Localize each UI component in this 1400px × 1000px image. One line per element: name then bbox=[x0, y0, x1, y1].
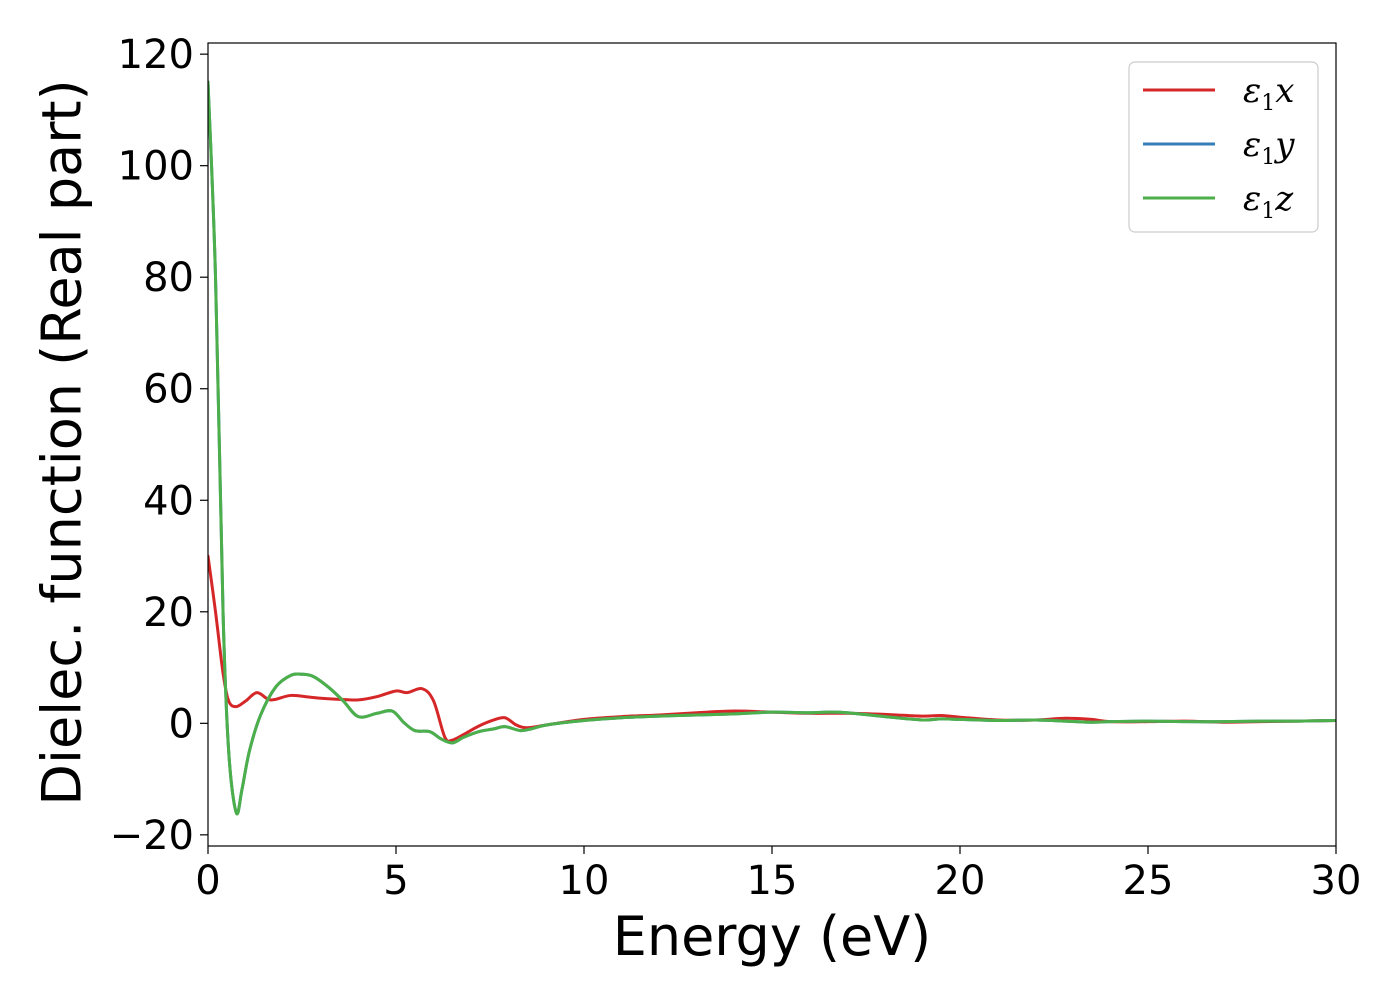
series-line-z bbox=[208, 80, 1336, 816]
y-tick-label: 0 bbox=[169, 701, 194, 747]
x-tick-label: 25 bbox=[1123, 858, 1174, 904]
y-axis-ticks: −20 0 20 40 60 80 100 120 bbox=[110, 32, 208, 859]
series-line-x bbox=[208, 554, 1336, 743]
x-tick-label: 30 bbox=[1311, 858, 1362, 904]
x-tick-label: 0 bbox=[195, 858, 220, 904]
x-axis-ticks: 0 5 10 15 20 25 30 bbox=[195, 846, 1361, 904]
y-tick-label: 20 bbox=[143, 590, 194, 636]
legend-box bbox=[1128, 61, 1319, 233]
series-layer bbox=[208, 80, 1336, 816]
y-tick-label: 120 bbox=[118, 32, 194, 78]
x-tick-label: 5 bbox=[383, 858, 408, 904]
y-tick-label: 80 bbox=[143, 255, 194, 301]
x-axis-label: Energy (eV) bbox=[613, 905, 932, 968]
x-tick-label: 20 bbox=[935, 858, 986, 904]
y-tick-label: 100 bbox=[118, 144, 194, 190]
x-tick-label: 10 bbox=[559, 858, 610, 904]
legend-item-z: ε1z bbox=[1143, 179, 1294, 224]
legend: ε1x ε1y ε1z bbox=[1128, 61, 1319, 233]
y-axis-label: Dielec. function (Real part) bbox=[31, 79, 94, 805]
legend-label: ε1x bbox=[1243, 71, 1294, 116]
y-tick-label: −20 bbox=[110, 813, 194, 859]
legend-item-y: ε1y bbox=[1143, 125, 1295, 170]
x-tick-label: 15 bbox=[747, 858, 798, 904]
legend-item-x: ε1x bbox=[1143, 71, 1294, 116]
legend-label: ε1y bbox=[1243, 125, 1295, 170]
y-tick-label: 60 bbox=[143, 367, 194, 413]
y-tick-label: 40 bbox=[143, 478, 194, 524]
legend-label: ε1z bbox=[1243, 179, 1294, 224]
